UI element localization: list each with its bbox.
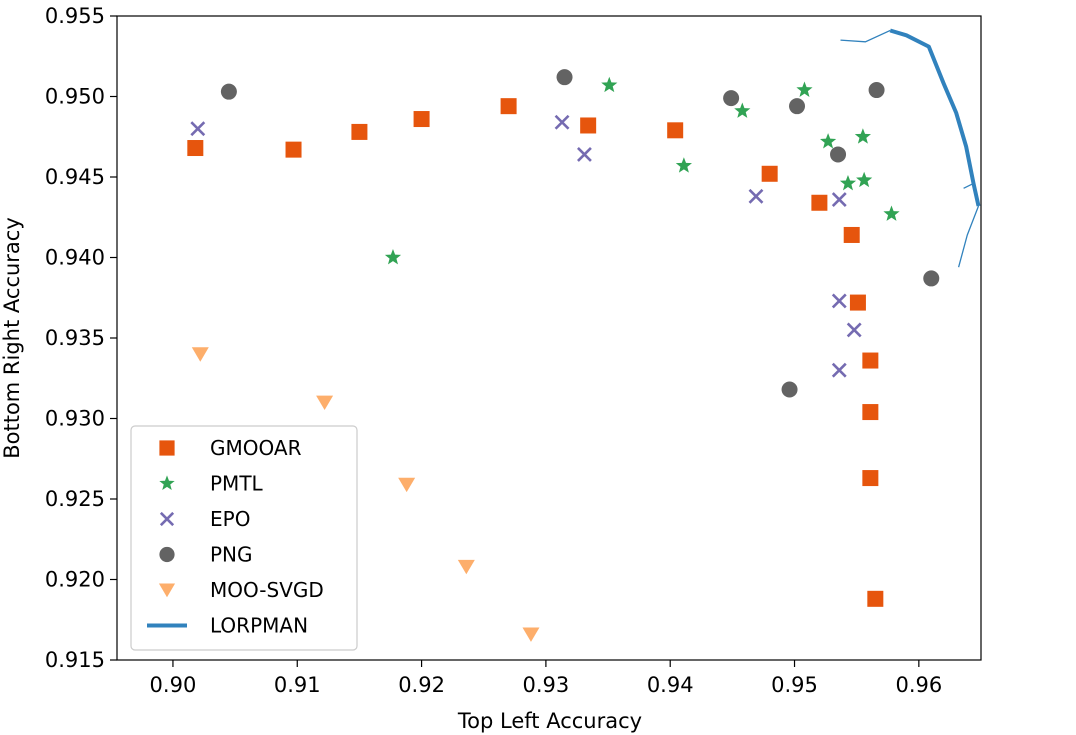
moo-svgd-point	[191, 347, 209, 362]
y-tick-label: 0.915	[45, 648, 105, 672]
pmtl-point	[854, 128, 871, 144]
epo-point	[831, 293, 847, 309]
png-point	[923, 270, 940, 287]
pmtl-point	[839, 174, 857, 191]
gmooar-point	[862, 470, 879, 487]
legend-label: MOO-SVGD	[210, 578, 324, 602]
epo-point	[554, 114, 570, 130]
pmtl-point	[675, 157, 692, 173]
epo-point	[748, 188, 764, 204]
png-point	[556, 69, 573, 86]
pmtl-point	[796, 81, 813, 97]
y-tick-label: 0.930	[45, 407, 105, 431]
pmtl-point	[734, 102, 751, 118]
moo-svgd-point	[398, 477, 416, 493]
legend-marker	[159, 475, 175, 491]
gmooar-point	[667, 122, 684, 139]
series-epo	[190, 114, 862, 378]
legend-marker	[159, 440, 175, 456]
lorpman-curve	[889, 28, 981, 207]
gmooar-point	[580, 117, 597, 134]
legend-item-epo: EPO	[159, 507, 250, 531]
legend-box	[130, 425, 358, 651]
legend-marker	[158, 583, 176, 598]
x-axis: 0.90 0.91 0.92 0.93 0.94 0.95 0.96	[150, 660, 942, 697]
y-tick-label: 0.950	[45, 85, 105, 109]
gmooar-point	[413, 111, 430, 128]
png-point	[868, 82, 885, 99]
moo-svgd-point	[457, 559, 475, 575]
pmtl-point	[820, 133, 837, 149]
epo-point	[190, 121, 206, 137]
legend-label: LORPMAN	[210, 614, 308, 638]
epo-point	[577, 147, 592, 162]
epo-point	[846, 322, 862, 338]
series-png	[220, 69, 940, 398]
gmooar-point	[862, 404, 879, 421]
gmooar-point	[843, 226, 860, 243]
y-axis-label: Bottom Right Accuracy	[0, 217, 24, 459]
plot-marks	[187, 28, 981, 642]
y-tick-label: 0.935	[45, 326, 105, 350]
png-point	[723, 90, 740, 107]
gmooar-point	[811, 194, 828, 211]
legend-label: PNG	[210, 543, 253, 567]
legend-label: GMOOAR	[210, 436, 302, 460]
epo-point	[831, 192, 847, 207]
legend-item-png: PNG	[159, 543, 253, 567]
gmooar-point	[849, 294, 866, 311]
x-tick-label: 0.93	[523, 673, 570, 697]
y-tick-label: 0.920	[45, 568, 105, 592]
legend-marker	[159, 511, 175, 527]
lorpman-whisker-1	[957, 205, 980, 268]
x-tick-label: 0.92	[398, 673, 445, 697]
x-tick-label: 0.94	[647, 673, 694, 697]
series-lorpman	[840, 28, 981, 268]
gmooar-point	[187, 140, 204, 157]
png-point	[789, 98, 806, 115]
x-tick-label: 0.96	[895, 673, 942, 697]
epo-point	[831, 362, 847, 378]
y-tick-label: 0.940	[45, 246, 105, 270]
gmooar-point	[761, 165, 778, 182]
x-tick-label: 0.90	[150, 673, 197, 697]
y-tick-label: 0.945	[45, 165, 105, 189]
gmooar-point	[867, 590, 884, 607]
png-point	[781, 381, 798, 398]
legend: GMOOAR PMTL EPO PNG MOO-SVGD LORPMAN	[130, 425, 358, 651]
x-tick-label: 0.91	[274, 673, 321, 697]
series-gmooar	[187, 98, 884, 607]
y-axis: 0.915 0.920 0.925 0.930 0.935 0.940 0.945 0.950…	[45, 4, 117, 672]
gmooar-point	[285, 141, 302, 158]
pmtl-point	[856, 171, 873, 188]
series-moo-svgd	[191, 347, 540, 642]
pmtl-point	[384, 249, 402, 265]
y-tick-label: 0.955	[45, 4, 105, 28]
legend-label: EPO	[210, 507, 250, 531]
png-point	[830, 146, 847, 163]
legend-marker	[159, 546, 175, 563]
y-tick-label: 0.925	[45, 487, 105, 511]
pmtl-point	[883, 205, 900, 221]
legend-item-moo-svgd: MOO-SVGD	[158, 578, 324, 602]
x-tick-label: 0.95	[771, 673, 818, 697]
gmooar-point	[500, 98, 517, 115]
legend-item-lorpman: LORPMAN	[147, 614, 308, 638]
legend-item-gmooar: GMOOAR	[159, 436, 302, 460]
legend-item-pmtl: PMTL	[159, 472, 264, 496]
legend-label: PMTL	[210, 472, 264, 496]
moo-svgd-point	[316, 395, 334, 411]
gmooar-point	[351, 123, 368, 140]
lorpman-whisker-0	[840, 29, 891, 43]
png-point	[220, 83, 237, 100]
moo-svgd-point	[522, 627, 540, 642]
x-axis-label: Top Left Accuracy	[457, 709, 642, 733]
gmooar-point	[862, 352, 879, 369]
series-pmtl	[384, 76, 900, 265]
pmtl-point	[601, 76, 618, 93]
